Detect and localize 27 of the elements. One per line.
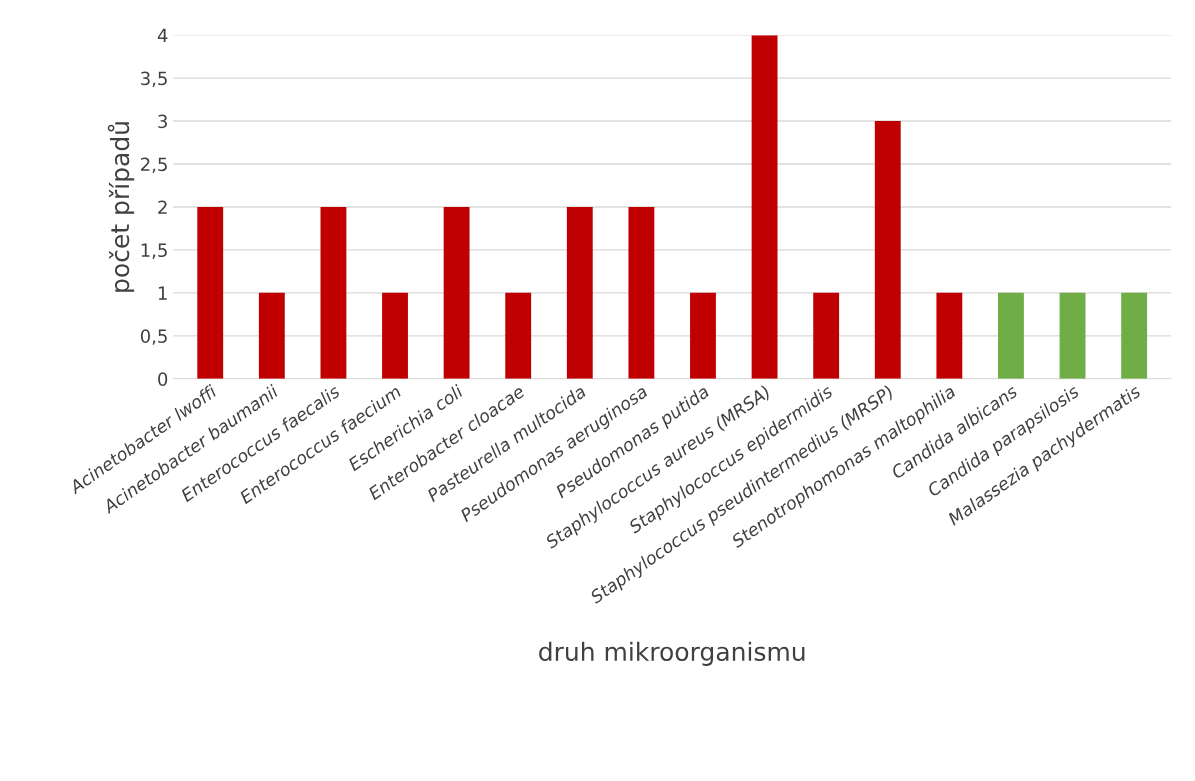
bar	[1059, 292, 1086, 379]
bar	[320, 206, 347, 379]
bar	[813, 292, 840, 379]
bar	[566, 206, 593, 379]
y-tick-label: 3	[158, 114, 167, 129]
y-tick-label: 0,5	[140, 329, 167, 345]
y-tick-label: 1,5	[141, 243, 167, 259]
y-tick-label: 2,5	[141, 157, 167, 173]
bar	[936, 292, 963, 379]
y-tick-label: 4	[157, 28, 168, 42]
bar	[1121, 292, 1148, 379]
y-axis-title: počet případů	[107, 122, 135, 292]
y-tick-label: 0	[158, 372, 168, 386]
y-tick-label: 2	[158, 200, 167, 214]
bar	[874, 121, 901, 379]
bar	[382, 292, 408, 379]
bar	[505, 292, 532, 379]
y-tick-label: 1	[158, 286, 167, 300]
bar	[628, 206, 655, 379]
x-axis-title: druh mikroorganismu	[539, 641, 805, 666]
bar	[197, 206, 224, 379]
bar	[443, 206, 470, 379]
bar	[258, 292, 285, 379]
bar	[690, 292, 716, 379]
bar	[998, 292, 1024, 379]
bar	[751, 35, 778, 379]
y-tick-label: 3,5	[141, 71, 167, 88]
